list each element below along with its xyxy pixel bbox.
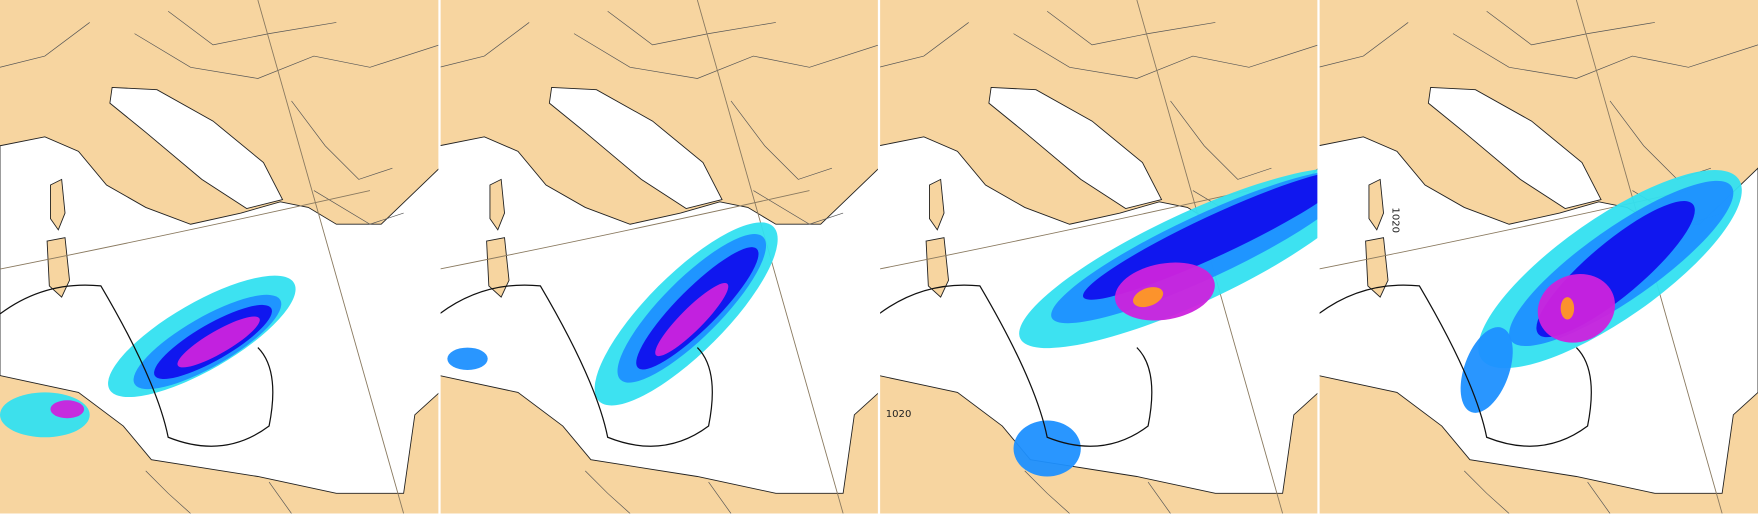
border bbox=[291, 100, 393, 180]
island bbox=[486, 237, 510, 298]
border bbox=[1318, 22, 1409, 68]
border bbox=[313, 190, 404, 225]
panel-content: 1020 bbox=[879, 0, 1319, 514]
isobar-label: 1020 bbox=[1389, 207, 1400, 233]
border bbox=[573, 33, 880, 79]
border bbox=[268, 481, 292, 514]
sea bbox=[548, 86, 723, 210]
precipitation bbox=[447, 347, 488, 370]
island bbox=[50, 178, 66, 231]
island bbox=[929, 178, 945, 231]
border bbox=[167, 10, 337, 46]
parallel bbox=[0, 190, 371, 270]
sea bbox=[1427, 86, 1602, 210]
island bbox=[925, 237, 949, 298]
border bbox=[134, 33, 440, 79]
border bbox=[753, 190, 844, 225]
map-panel bbox=[0, 0, 440, 514]
precipitation bbox=[1560, 297, 1575, 320]
island bbox=[1368, 178, 1384, 231]
border bbox=[1486, 10, 1655, 46]
border bbox=[708, 481, 732, 514]
map-panel: 1020 bbox=[1317, 0, 1758, 514]
border bbox=[1024, 470, 1070, 514]
border bbox=[1587, 481, 1611, 514]
border bbox=[879, 22, 969, 68]
parallel bbox=[879, 190, 1250, 270]
border bbox=[730, 100, 833, 180]
border bbox=[0, 22, 90, 68]
precipitation bbox=[177, 316, 260, 368]
sea bbox=[988, 86, 1163, 210]
border bbox=[607, 10, 776, 46]
isobar bbox=[879, 284, 1153, 447]
parallel bbox=[439, 190, 810, 270]
precipitation bbox=[1460, 327, 1513, 413]
map-panel: 1020 bbox=[877, 0, 1319, 514]
island bbox=[46, 237, 70, 298]
isobar bbox=[1318, 284, 1592, 447]
precipitation bbox=[1537, 273, 1615, 343]
precipitation bbox=[1013, 420, 1081, 477]
border bbox=[1147, 481, 1171, 514]
island bbox=[489, 178, 505, 231]
isobar-label: 1020 bbox=[886, 409, 912, 420]
border bbox=[439, 22, 530, 68]
panel-content: 1020 bbox=[1318, 0, 1758, 514]
border bbox=[1452, 33, 1758, 79]
map-panel bbox=[438, 0, 880, 514]
precipitation bbox=[50, 400, 85, 419]
panel-content bbox=[0, 0, 440, 514]
island bbox=[1365, 237, 1389, 298]
border bbox=[1013, 33, 1319, 79]
panel-content bbox=[439, 0, 880, 514]
sea bbox=[109, 86, 284, 210]
border bbox=[145, 470, 191, 514]
border bbox=[1046, 10, 1216, 46]
border bbox=[1170, 100, 1272, 180]
isobar bbox=[439, 284, 713, 447]
border bbox=[585, 470, 631, 514]
isobar bbox=[0, 284, 274, 447]
border bbox=[1464, 470, 1510, 514]
precipitation bbox=[655, 282, 729, 357]
precipitation bbox=[1133, 287, 1164, 308]
meridian bbox=[257, 0, 405, 514]
